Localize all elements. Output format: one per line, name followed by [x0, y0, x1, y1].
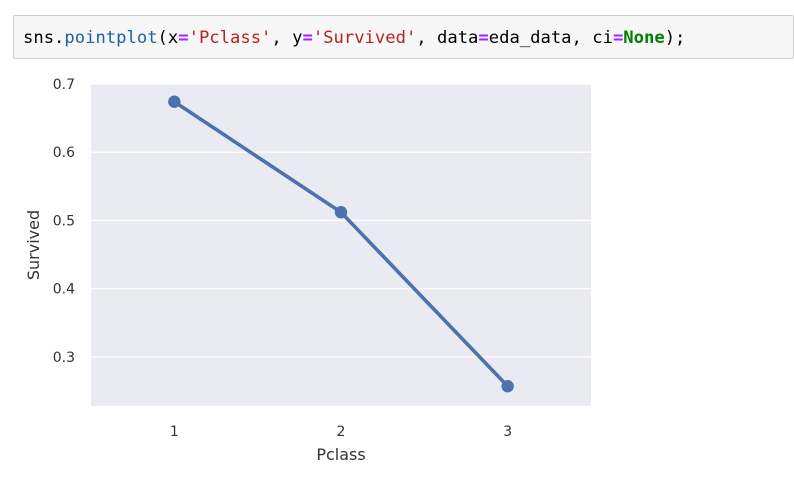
- code-token: =: [612, 28, 624, 48]
- x-tick-label: 2: [337, 424, 346, 440]
- data-point: [168, 95, 181, 108]
- code-cell[interactable]: sns.pointplot(x='Pclass', y='Survived', …: [13, 15, 794, 59]
- y-tick-label: 0.3: [53, 350, 75, 366]
- y-axis-title: Survived: [24, 210, 43, 280]
- y-tick-label: 0.6: [53, 145, 75, 161]
- x-axis-title: Pclass: [316, 445, 365, 464]
- code-token: , y: [271, 28, 303, 48]
- code-token: 'Pclass': [188, 28, 272, 48]
- x-tick-label: 1: [170, 424, 179, 440]
- code-token: pointplot: [64, 28, 158, 48]
- pointplot-chart: 0.3 0.4 0.5 0.6 0.7 1 2 3 Pclass Survived: [24, 77, 591, 464]
- code-token: =: [302, 28, 313, 48]
- data-point: [501, 380, 514, 393]
- code-token: , data: [416, 28, 479, 48]
- code-token: =: [178, 28, 189, 48]
- x-axis-ticks: 1 2 3: [170, 424, 512, 440]
- x-tick-label: 3: [503, 424, 512, 440]
- data-points: [168, 95, 514, 393]
- code-token: 'Survived': [312, 28, 417, 48]
- plot-area: [91, 84, 591, 406]
- code-line: sns.pointplot(x='Pclass', y='Survived', …: [23, 27, 685, 49]
- code-token: (x: [157, 28, 179, 48]
- data-point: [334, 206, 348, 219]
- grid-lines: [91, 83, 591, 358]
- y-tick-label: 0.5: [53, 213, 75, 229]
- code-token: );: [664, 28, 686, 48]
- code-token: =: [478, 28, 489, 48]
- code-token: sns.: [23, 28, 65, 48]
- y-tick-label: 0.4: [53, 282, 75, 298]
- code-token: None: [623, 28, 665, 48]
- y-axis-ticks: 0.3 0.4 0.5 0.6 0.7: [53, 77, 75, 366]
- y-tick-label: 0.7: [53, 77, 75, 93]
- code-token: eda_data, ci: [488, 28, 613, 48]
